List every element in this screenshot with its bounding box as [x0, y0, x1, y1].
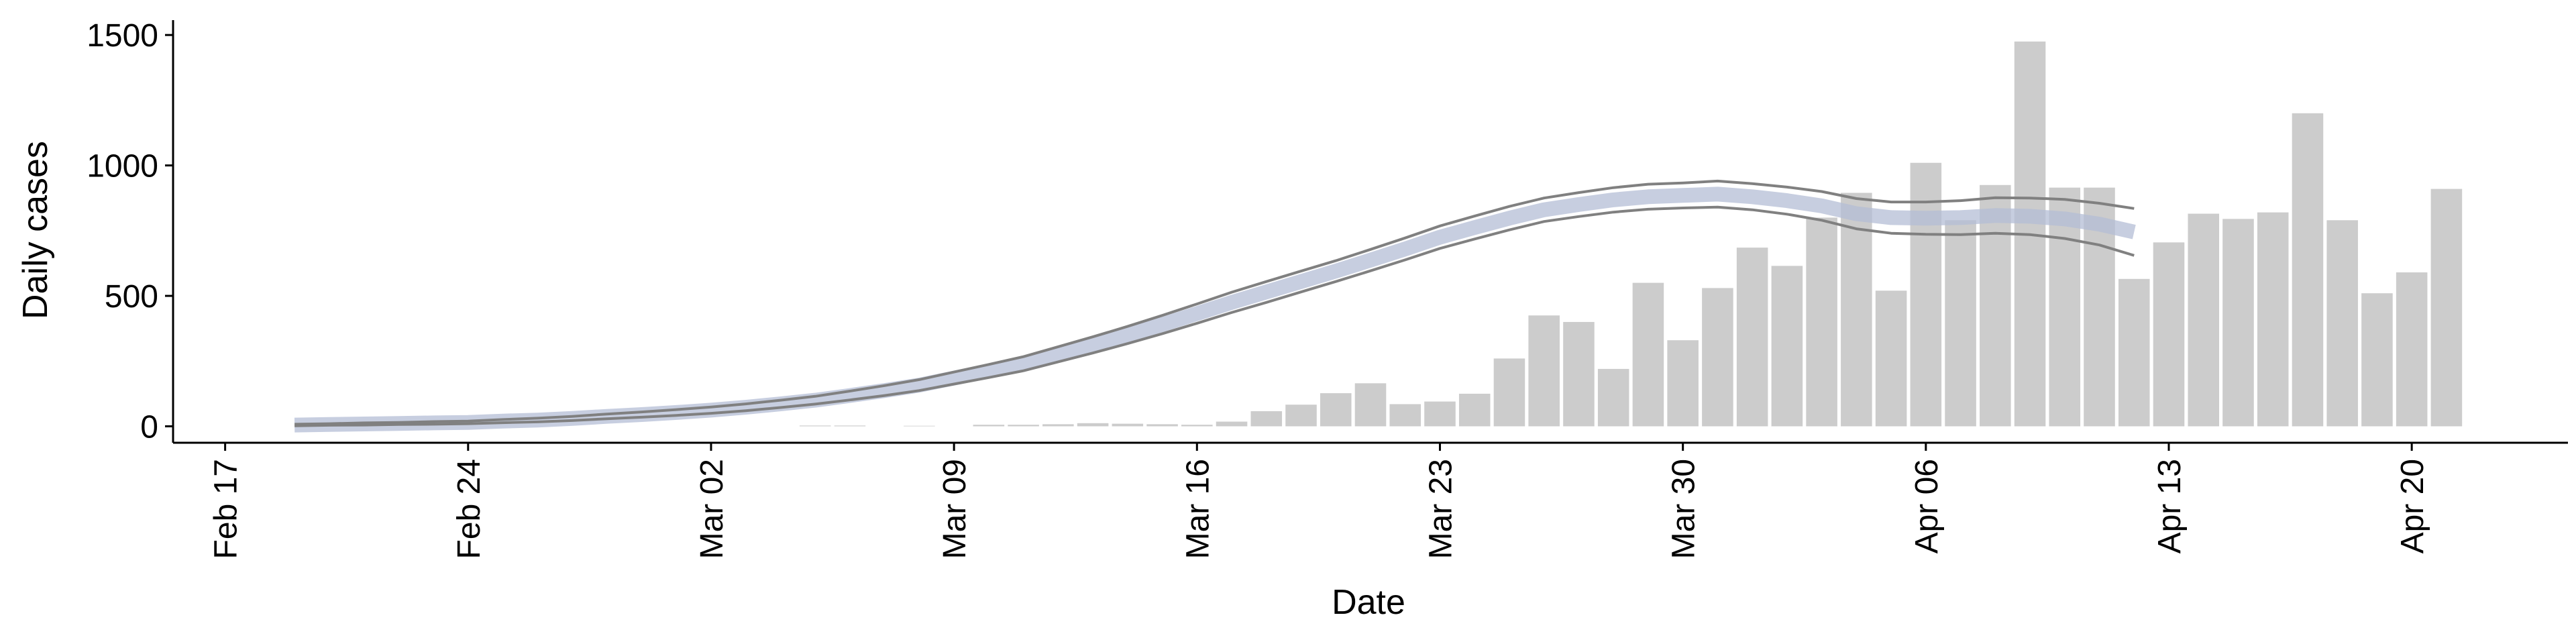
x-tick-label: Apr 20 — [2395, 459, 2430, 553]
bar — [1945, 220, 1976, 427]
y-tick-label: 500 — [105, 279, 158, 315]
bar — [1632, 282, 1664, 427]
bar — [1875, 290, 1907, 427]
y-tick-label: 1000 — [87, 149, 158, 184]
bar — [1980, 184, 2011, 427]
bar — [2396, 272, 2428, 427]
bar — [1250, 411, 1283, 427]
x-axis-label: Date — [1332, 583, 1405, 622]
bar — [1458, 393, 1491, 427]
bound-line — [294, 205, 2135, 427]
bar — [1493, 358, 1525, 427]
y-tick-label: 1500 — [87, 18, 158, 54]
x-tick-label: Mar 02 — [694, 459, 730, 559]
bar — [1424, 401, 1456, 427]
bar — [973, 425, 1005, 427]
bar — [1146, 424, 1178, 427]
bar — [2292, 113, 2324, 427]
y-tick-label: 0 — [140, 410, 158, 445]
bar — [2188, 213, 2220, 427]
bar — [1841, 193, 1872, 427]
y-axis-label: Daily cases — [16, 141, 55, 319]
bar — [799, 425, 831, 427]
x-tick-label: Feb 17 — [209, 459, 244, 559]
bar — [1216, 421, 1248, 427]
bar — [1320, 393, 1352, 427]
plot-marks — [294, 41, 2463, 433]
bar — [2326, 220, 2358, 427]
bar — [1354, 383, 1387, 427]
bar — [2153, 242, 2185, 427]
bar — [1667, 340, 1699, 427]
bar — [2118, 278, 2150, 427]
bar — [904, 425, 935, 427]
estimate-band — [294, 186, 2136, 433]
bar — [834, 425, 866, 427]
x-tick-label: Mar 09 — [937, 459, 973, 559]
bar — [1702, 288, 1733, 427]
bar — [1042, 424, 1074, 427]
bar — [1008, 425, 1039, 427]
bar — [1285, 405, 1317, 427]
bar — [2257, 212, 2289, 427]
bar — [2222, 219, 2254, 427]
bar — [1806, 217, 1837, 427]
x-tick-label: Feb 24 — [451, 459, 487, 559]
bar — [2361, 293, 2393, 427]
bar — [1528, 315, 1560, 427]
bar — [1597, 368, 1629, 427]
bar — [1736, 248, 1768, 427]
x-tick-label: Apr 13 — [2152, 459, 2188, 553]
bound-line — [294, 179, 2135, 426]
x-tick-label: Apr 06 — [1909, 459, 1945, 553]
bar — [2430, 189, 2463, 427]
bar — [1181, 425, 1213, 427]
x-tick-label: Mar 30 — [1666, 459, 1702, 559]
bar — [1771, 266, 1803, 427]
bar — [1389, 404, 1421, 427]
bar — [1077, 423, 1109, 427]
x-tick-label: Mar 16 — [1180, 459, 1216, 559]
x-tick-label: Mar 23 — [1423, 459, 1458, 559]
bar — [1910, 162, 1942, 427]
bar — [1563, 321, 1595, 427]
bar — [1112, 423, 1144, 427]
